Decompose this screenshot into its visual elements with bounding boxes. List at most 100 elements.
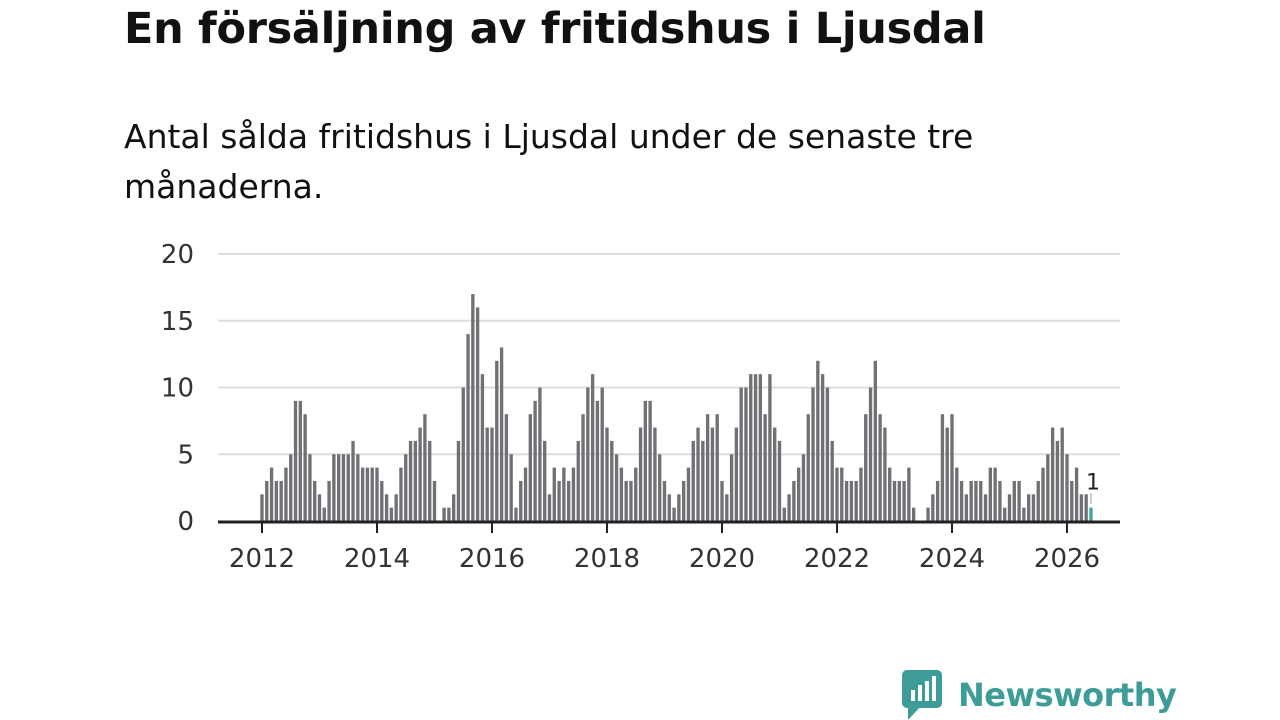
bar <box>423 414 427 521</box>
bar <box>595 400 600 521</box>
bar <box>317 494 322 521</box>
bar <box>456 440 461 521</box>
bar <box>576 440 580 521</box>
bar <box>269 467 274 521</box>
bar <box>868 387 873 521</box>
annotations: 1 <box>1086 471 1100 504</box>
bar <box>471 294 475 521</box>
bar <box>475 307 480 521</box>
bar <box>864 414 868 521</box>
bar <box>1074 467 1079 521</box>
bar <box>974 480 978 521</box>
bar <box>499 347 504 521</box>
bar <box>979 480 983 521</box>
bar <box>955 467 959 521</box>
bar <box>528 414 533 521</box>
bar <box>279 480 283 521</box>
bar <box>983 494 988 521</box>
bar <box>806 414 810 521</box>
bar <box>1089 507 1093 521</box>
bar <box>346 454 350 521</box>
bar <box>1070 480 1074 521</box>
gridlines <box>218 253 1120 456</box>
bar <box>811 387 815 521</box>
bar <box>1079 494 1084 521</box>
bar <box>389 507 394 521</box>
bar <box>265 480 269 521</box>
bar <box>380 480 384 521</box>
bar <box>763 414 767 521</box>
bar <box>935 480 940 521</box>
bar <box>792 480 796 521</box>
bar <box>634 467 638 521</box>
bar <box>892 480 897 521</box>
bar <box>993 467 997 521</box>
y-tick-label: 15 <box>161 307 194 337</box>
bar <box>1017 480 1021 521</box>
bar <box>744 387 748 521</box>
bar <box>418 427 422 521</box>
bar <box>835 467 839 521</box>
bar <box>461 387 465 521</box>
bar <box>322 507 326 521</box>
bar-series <box>260 294 1093 521</box>
bar <box>313 480 317 521</box>
chart-title: En försäljning av fritidshus i Ljusdal <box>124 4 986 54</box>
bar <box>648 400 652 521</box>
bar <box>1007 494 1012 521</box>
bar <box>336 454 341 521</box>
x-tick-label: 2024 <box>919 544 985 574</box>
bar <box>715 414 719 521</box>
bar <box>451 494 456 521</box>
bar <box>643 400 648 521</box>
bar <box>566 480 571 521</box>
bar <box>969 480 973 521</box>
bar <box>399 467 403 521</box>
bar <box>466 334 470 521</box>
bar <box>773 427 777 521</box>
bar <box>1012 480 1016 521</box>
bar <box>873 360 878 521</box>
bar <box>480 374 485 521</box>
bar <box>605 427 609 521</box>
bar <box>504 414 509 521</box>
bar <box>408 440 413 521</box>
bar <box>787 494 791 521</box>
bar <box>384 494 389 521</box>
bar <box>677 494 681 521</box>
y-tick-label: 20 <box>161 240 194 270</box>
bar <box>820 374 825 521</box>
bar <box>404 454 408 521</box>
bar <box>341 454 346 521</box>
x-tick-label: 2014 <box>344 544 410 574</box>
bar <box>854 480 858 521</box>
x-tick-label: 2018 <box>574 544 640 574</box>
bar <box>260 494 264 521</box>
bar <box>825 387 830 521</box>
bar <box>739 387 743 521</box>
bar <box>523 467 528 521</box>
bar <box>1026 494 1031 521</box>
bar <box>1084 494 1088 521</box>
bar <box>432 480 437 521</box>
bar <box>1041 467 1045 521</box>
bar <box>442 507 446 521</box>
bar <box>940 414 945 521</box>
bar <box>710 427 715 521</box>
bar <box>672 507 676 521</box>
bar <box>753 374 758 521</box>
bar <box>1060 427 1064 521</box>
bar <box>777 440 782 521</box>
x-tick-label: 2026 <box>1034 544 1100 574</box>
bar <box>274 480 279 521</box>
bar <box>782 507 786 521</box>
bar <box>844 480 849 521</box>
bar <box>547 494 552 521</box>
bar <box>1036 480 1040 521</box>
bar <box>796 467 801 521</box>
bar <box>1065 454 1069 521</box>
bar <box>729 454 734 521</box>
bar <box>413 440 418 521</box>
bar <box>945 427 949 521</box>
